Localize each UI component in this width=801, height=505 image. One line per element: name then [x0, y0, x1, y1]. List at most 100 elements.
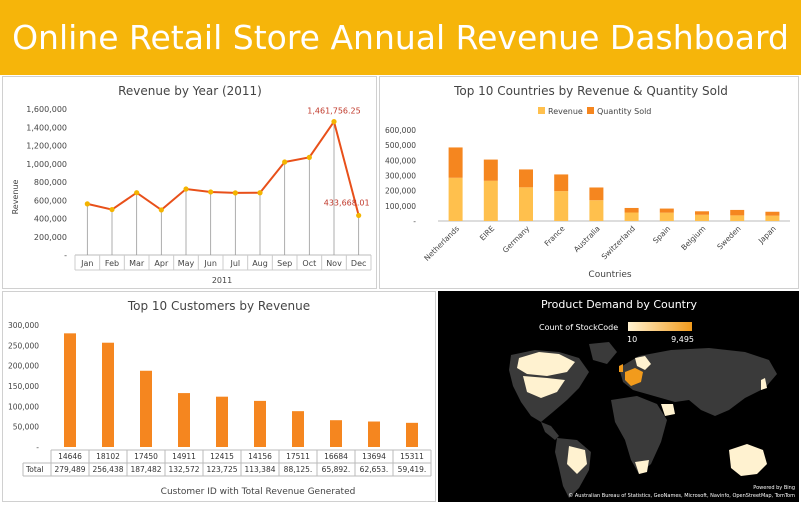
y-tick-label: 1,200,000	[26, 142, 67, 151]
x-tick-label: Switzerland	[600, 224, 637, 261]
x-tick-label: France	[543, 224, 567, 248]
x-tick-label: EIRE	[478, 224, 496, 242]
y-tick-label: -	[64, 251, 67, 260]
customer-id: 17511	[286, 452, 310, 461]
bar-segment	[483, 159, 498, 181]
bar-segment	[519, 169, 533, 188]
x-tick-label: Netherlands	[422, 224, 461, 263]
top-customers-panel: Top 10 Customers by Revenue Customer ID …	[2, 291, 436, 502]
customer-revenue: 62,653.	[360, 465, 389, 474]
x-tick-label: Germany	[501, 224, 532, 255]
data-point	[257, 190, 263, 196]
land-canada	[517, 352, 575, 376]
land-usa	[523, 376, 565, 398]
data-label: 1,461,756.25	[307, 107, 360, 116]
y-tick-label: 100,000	[8, 402, 39, 411]
y-tick-label: 150,000	[8, 382, 39, 391]
x-tick-label: Mar	[129, 259, 145, 268]
bar-segment	[730, 209, 745, 216]
bar-segment	[659, 212, 674, 221]
bar-segment	[659, 208, 674, 213]
y-tick-label: 800,000	[34, 178, 67, 187]
land-south-africa	[635, 460, 649, 474]
dashboard-title: Online Retail Store Annual Revenue Dashb…	[12, 18, 789, 57]
customer-revenue: 123,725	[206, 465, 237, 474]
revenue-series-line	[87, 119, 360, 216]
data-point	[183, 186, 189, 192]
customer-bar	[178, 393, 190, 447]
customer-bar	[368, 421, 380, 447]
customer-bar	[254, 400, 266, 447]
land-greenland	[589, 342, 617, 364]
land-saudi-arabia	[661, 404, 675, 416]
customer-bar	[102, 342, 114, 447]
land-masses	[509, 342, 777, 498]
y-axis-label: Revenue	[11, 180, 20, 215]
y-tick-label: 600,000	[34, 196, 67, 205]
chart-title: Top 10 Customers by Revenue	[127, 299, 310, 313]
land-japan	[761, 378, 767, 390]
chart-title: Top 10 Countries by Revenue & Quantity S…	[453, 84, 728, 98]
world-map: Product Demand by Country Count of Stock…	[509, 298, 795, 499]
customer-id: 16684	[324, 452, 348, 461]
bar-segment	[765, 215, 780, 221]
bar-segment	[483, 180, 498, 221]
y-tick-label: 250,000	[8, 341, 39, 350]
y-tick-label: 200,000	[8, 362, 39, 371]
customer-id: 12415	[210, 452, 234, 461]
chart-title: Revenue by Year (2011)	[118, 84, 262, 98]
x-tick-label: Apr	[154, 259, 169, 268]
x-tick-label: Sweden	[715, 224, 742, 251]
table-total-label: Total	[25, 465, 44, 474]
x-tick-label: Australia	[572, 224, 602, 254]
bar-segment	[765, 211, 780, 216]
legend-label: Count of StockCode	[539, 323, 618, 332]
customer-revenue: 279,489	[54, 465, 85, 474]
dashboard-header: Online Retail Store Annual Revenue Dashb…	[0, 0, 801, 75]
bar-segment	[554, 174, 569, 192]
legend-swatch-quantity	[587, 107, 594, 114]
x-tick-label: Nov	[326, 259, 342, 268]
data-point	[109, 206, 115, 213]
bar-segment	[448, 147, 463, 178]
y-tick-label: 400,000	[385, 156, 416, 165]
customer-id: 18102	[96, 452, 120, 461]
bar-segment	[695, 214, 709, 221]
y-tick-label: 50,000	[13, 423, 39, 432]
legend-max: 9,495	[671, 335, 694, 344]
data-label: 433,668.01	[324, 198, 370, 207]
map-title: Product Demand by Country	[541, 298, 698, 311]
bar-segment	[730, 215, 745, 221]
customer-id: 14646	[58, 452, 82, 461]
data-point	[134, 190, 140, 196]
data-point	[356, 212, 362, 219]
x-tick-label: Jun	[203, 259, 217, 268]
x-axis-label: 2011	[212, 276, 232, 285]
customer-revenue: 187,482	[130, 465, 161, 474]
x-tick-label: Oct	[302, 259, 316, 268]
x-tick-label: Belgium	[679, 224, 707, 252]
top-countries-panel: Top 10 Countries by Revenue & Quantity S…	[379, 76, 799, 289]
y-tick-label: -	[36, 443, 39, 452]
y-tick-label: 400,000	[34, 215, 67, 224]
customer-revenue: 88,125.	[284, 465, 313, 474]
map-attribution: © Australian Bureau of Statistics, GeoNa…	[568, 492, 795, 499]
customer-revenue: 113,384	[244, 465, 275, 474]
legend-swatch-revenue	[538, 107, 545, 114]
customers-bar-chart: Top 10 Customers by Revenue Customer ID …	[8, 299, 432, 497]
y-tick-label: 500,000	[385, 141, 416, 150]
land-africa	[611, 396, 667, 474]
powered-by: Powered by Bing	[753, 485, 795, 491]
x-tick-label: Jan	[80, 259, 93, 268]
x-tick-label: Sep	[277, 259, 292, 268]
revenue-line-chart: Revenue by Year (2011) Revenue 2011 - 200…	[11, 84, 372, 285]
bar-segment	[624, 212, 639, 221]
x-axis-label: Customer ID with Total Revenue Generated	[161, 487, 356, 497]
customer-id: 14911	[172, 452, 196, 461]
data-point	[306, 154, 312, 160]
customer-bar	[292, 411, 304, 447]
customer-revenue: 65,892.	[322, 465, 351, 474]
customer-id: 17450	[134, 452, 158, 461]
data-point	[232, 190, 238, 196]
land-central-america	[541, 422, 559, 440]
